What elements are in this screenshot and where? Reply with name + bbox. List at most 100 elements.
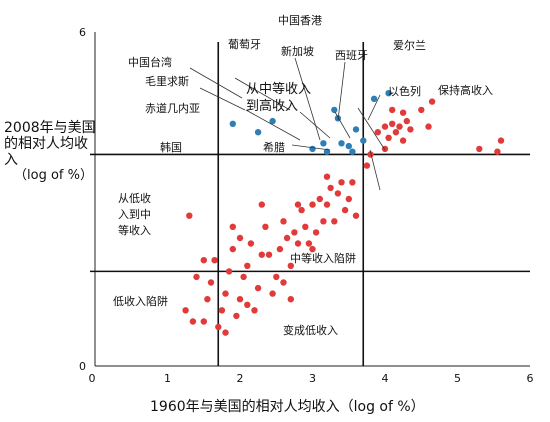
- point-s0-24: [276, 245, 284, 253]
- point-s0-63: [392, 129, 400, 136]
- point-s0-32: [305, 240, 313, 247]
- point-s0-23: [273, 273, 280, 281]
- point-s0-4: [204, 296, 211, 303]
- label-mid-to-high-1: 从中等收入: [246, 81, 311, 97]
- point-s0-47: [258, 201, 265, 208]
- leader-line-8: [299, 111, 331, 139]
- point-s0-54: [294, 201, 302, 208]
- point-s0-3: [200, 318, 207, 325]
- y-axis-label: 2008年与美国的相对人均收入 （log of %）: [4, 120, 100, 184]
- point-s0-45: [352, 212, 360, 219]
- point-s0-43: [345, 195, 352, 203]
- leader-line-10: [291, 144, 331, 151]
- leader-lines: [189, 57, 386, 191]
- point-s0-40: [334, 190, 342, 197]
- point-s0-2: [193, 273, 200, 281]
- point-s1-1: [254, 129, 262, 136]
- y-axis-title: 2008年与美国的相对人均收入: [4, 120, 96, 168]
- point-s0-35: [316, 195, 323, 203]
- point-s1-0: [229, 120, 236, 128]
- point-s0-0: [182, 307, 189, 314]
- point-s0-61: [385, 134, 392, 141]
- label-portugal: 葡萄牙: [228, 38, 261, 51]
- point-s0-48: [229, 223, 236, 230]
- x-tick-2: 2: [237, 372, 244, 385]
- point-s0-41: [338, 179, 345, 186]
- point-s0-71: [428, 98, 436, 105]
- point-s0-75: [497, 137, 505, 144]
- label-mauritius: 毛里求斯: [145, 75, 189, 88]
- point-s0-57: [287, 296, 294, 303]
- leader-line-7: [334, 111, 351, 139]
- label-middle-trap: 中等收入陷阱: [290, 251, 356, 265]
- point-s0-13: [236, 296, 244, 303]
- y-axis-unit: （log of %）: [14, 168, 93, 183]
- point-s0-16: [247, 240, 255, 247]
- point-s0-22: [269, 290, 276, 297]
- x-tick-5: 5: [454, 372, 461, 385]
- point-s0-39: [331, 218, 338, 225]
- point-s1-4: [320, 140, 327, 147]
- label-spain: 西班牙: [335, 49, 368, 62]
- label-low-to-mid-3: 等收入: [118, 223, 151, 237]
- point-s0-31: [302, 223, 309, 230]
- label-korea: 韩国: [160, 140, 182, 154]
- point-s1-7: [338, 140, 345, 147]
- point-s0-1: [189, 318, 197, 325]
- point-s0-21: [265, 251, 273, 258]
- point-s0-73: [476, 145, 483, 153]
- leader-line-6: [357, 107, 386, 151]
- point-s0-76: [363, 162, 371, 169]
- point-s0-7: [215, 323, 222, 331]
- point-s0-56: [222, 329, 229, 336]
- point-s0-50: [186, 212, 193, 219]
- point-s1-12: [370, 95, 378, 103]
- point-s0-65: [399, 137, 407, 144]
- point-s0-58: [367, 151, 374, 158]
- point-s0-17: [251, 307, 258, 314]
- point-s0-26: [283, 234, 291, 242]
- point-s1-13: [385, 90, 392, 97]
- label-mid-to-high-2: 到高收入: [246, 98, 298, 114]
- x-tick-3: 3: [309, 372, 316, 385]
- point-s0-10: [225, 268, 233, 275]
- leader-line-4: [294, 57, 321, 141]
- point-s0-66: [403, 117, 410, 125]
- x-axis-label: 1960年与美国的相对人均收入（log of %）: [150, 399, 425, 415]
- point-s0-69: [399, 109, 407, 116]
- leader-line-0: [234, 77, 291, 111]
- label-eq-guinea: 赤道几内亚: [145, 101, 200, 115]
- label-low-to-mid-1: 从低收: [118, 191, 151, 205]
- point-s0-52: [244, 301, 251, 308]
- label-become-low: 变成低收入: [283, 323, 338, 337]
- y-tick-0: 0: [79, 360, 86, 373]
- point-s0-15: [244, 262, 251, 269]
- leader-line-11: [369, 149, 381, 191]
- label-low-trap: 低收入陷阱: [113, 294, 168, 308]
- point-s1-8: [345, 142, 352, 150]
- point-s1-3: [309, 145, 316, 153]
- point-s1-11: [360, 137, 367, 144]
- label-low-to-mid-2: 入到中: [118, 208, 151, 221]
- label-singapore: 新加坡: [281, 44, 314, 58]
- point-s0-33: [309, 201, 316, 208]
- x-tick-1: 1: [164, 372, 171, 385]
- point-s1-2: [269, 117, 276, 125]
- point-s0-55: [323, 173, 331, 180]
- label-keep-high: 保持高收入: [438, 83, 493, 97]
- label-greece: 希腊: [263, 140, 285, 154]
- point-s0-62: [389, 120, 396, 128]
- point-s0-5: [207, 279, 215, 286]
- point-s0-38: [327, 184, 334, 192]
- point-s0-11: [229, 245, 236, 253]
- point-s0-8: [218, 307, 226, 314]
- x-tick-6: 6: [527, 372, 534, 385]
- point-s0-60: [381, 123, 389, 130]
- leader-line-5: [337, 61, 346, 121]
- point-s0-49: [280, 279, 287, 286]
- point-s0-46: [236, 234, 244, 242]
- point-s0-19: [258, 251, 265, 258]
- threshold-lines: [90, 42, 530, 366]
- point-s0-29: [294, 240, 302, 247]
